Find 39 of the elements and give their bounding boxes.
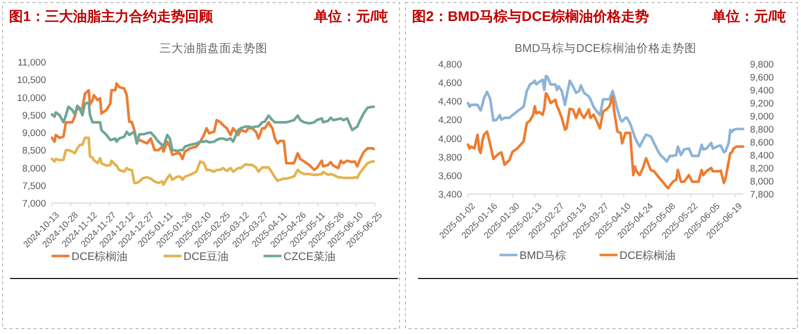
y2-tick-label: 9,200 [750,98,774,110]
legend-label: DCE豆油 [184,250,229,263]
y2-tick-label: 8,600 [750,138,774,148]
y-tick-label: 9,000 [22,128,46,139]
y2-tick-label: 9,400 [750,86,774,96]
y-tick-label: 4,400 [438,96,462,108]
y-tick-label: 7,500 [22,180,46,192]
y2-tick-label: 8,800 [750,124,774,136]
y-tick-label: 10,000 [16,92,46,104]
y-tick-label: 3,800 [438,152,462,164]
legend-label: BMD马棕 [520,249,566,262]
legend-label: DCE棕榈油 [620,249,676,262]
y-tick-label: 11,000 [18,58,46,68]
chart-subtitle: BMD马棕与DCE棕榈油价格走势图 [514,41,696,55]
chart-subtitle: 三大油脂盘面走势图 [160,42,268,55]
text: 单位：元/吨 [313,8,388,24]
y2-tick-label: 8,200 [750,164,774,174]
y-tick-label: 4,800 [438,60,462,70]
text: 单位：元/吨 [711,8,786,24]
y2-tick-label: 9,000 [750,112,774,122]
y-tick-label: 4,000 [438,134,462,145]
y-tick-label: 3,400 [438,190,462,200]
y-tick-label: 8,000 [22,163,46,174]
y-tick-label: 4,200 [438,115,462,126]
legend-label: DCE棕榈油 [72,250,128,263]
y-tick-label: 4,600 [438,78,462,90]
chart-title: 图1：三大油脂主力合约走势回顾 [9,8,214,24]
y-tick-label: 9,500 [22,110,46,122]
y-tick-label: 7,000 [22,198,46,210]
y2-tick-label: 7,800 [750,190,774,200]
chart-title: 图2：BMD马棕与DCE棕榈油价格走势 [412,8,650,24]
y-tick-label: 10,500 [16,75,46,86]
y2-tick-label: 9,800 [750,60,774,70]
y2-tick-label: 8,400 [750,150,774,162]
y-tick-label: 8,500 [22,146,46,157]
y2-tick-label: 8,000 [750,176,774,188]
y2-tick-label: 9,600 [750,72,774,84]
y-tick-label: 3,600 [438,170,462,182]
legend-label: CZCE菜油 [284,250,336,263]
